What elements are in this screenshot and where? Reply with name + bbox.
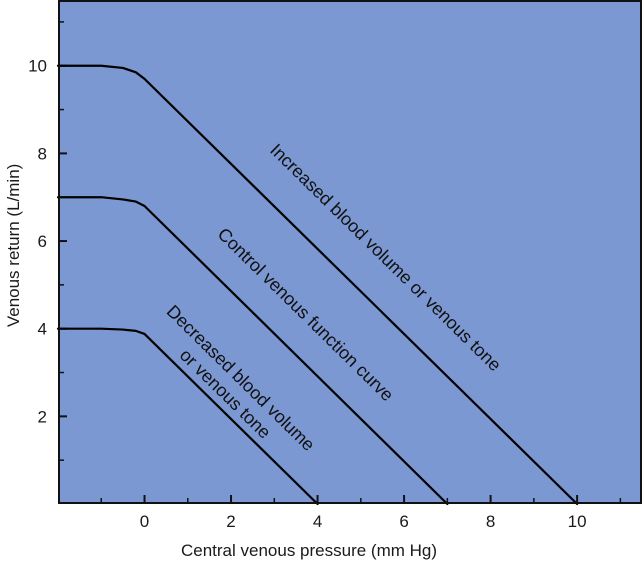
curve-0 — [56, 64, 579, 506]
curve-2 — [56, 327, 319, 506]
x-axis-title: Central venous pressure (mm Hg) — [181, 541, 437, 560]
x-tick-label: 8 — [486, 512, 495, 531]
x-tick-label: 6 — [399, 512, 408, 531]
y-tick-label: 6 — [38, 232, 47, 251]
x-tick-label: 0 — [140, 512, 149, 531]
x-tick-label: 2 — [226, 512, 235, 531]
plot-background — [58, 0, 642, 504]
curves — [56, 64, 579, 506]
y-tick-label: 4 — [38, 320, 47, 339]
y-tick-label: 8 — [38, 144, 47, 163]
y-tick-label: 10 — [28, 57, 47, 76]
x-tick-label: 4 — [313, 512, 322, 531]
curve-1 — [56, 196, 449, 506]
x-tick-label: 10 — [568, 512, 587, 531]
y-tick-label: 2 — [38, 407, 47, 426]
plot-frame — [58, 0, 642, 504]
y-axis-title: Venous return (L/min) — [4, 164, 23, 327]
